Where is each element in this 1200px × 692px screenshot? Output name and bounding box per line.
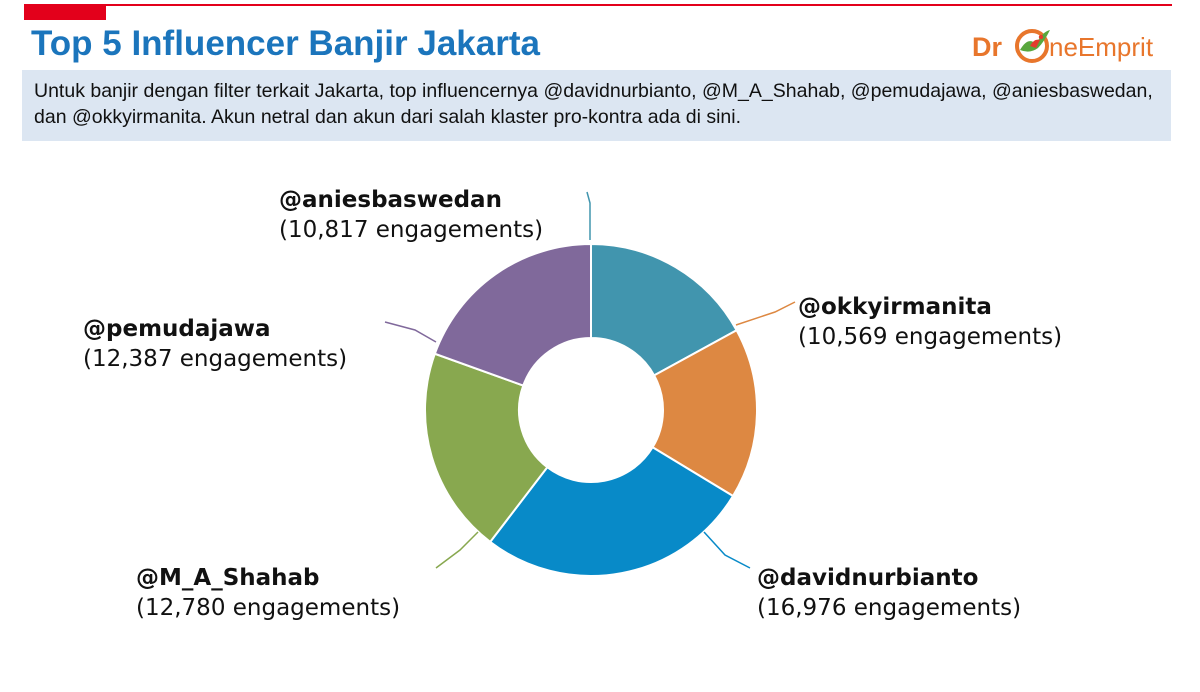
summary-text: Untuk banjir dengan filter terkait Jakar…	[22, 70, 1171, 141]
slice-label: @aniesbaswedan (10,817 engagements)	[279, 185, 543, 245]
drone-bird-icon	[1015, 29, 1050, 63]
slice-label: @M_A_Shahab (12,780 engagements)	[136, 563, 400, 623]
donut-slice-pemudajawa	[433, 242, 592, 387]
slice-label: @davidnurbianto (16,976 engagements)	[757, 563, 1021, 623]
brand-logo: Dr neEmprit	[970, 22, 1175, 68]
slice-label-name: @okkyirmanita	[798, 294, 992, 320]
donut-slice-aniesbaswedan	[590, 242, 738, 377]
leader-line	[435, 531, 479, 569]
slice-label: @pemudajawa (12,387 engagements)	[83, 314, 347, 374]
leader-line	[735, 301, 796, 326]
accent-bar	[24, 4, 106, 20]
slice-label-value: (10,569 engagements)	[798, 324, 1063, 350]
donut-slice-m-a-shahab	[424, 352, 549, 544]
slice-label-name: @davidnurbianto	[757, 565, 979, 591]
leader-line	[384, 321, 437, 343]
donut-slice-okkyirmanita	[651, 328, 758, 498]
logo-text-end: neEmprit	[1049, 32, 1154, 62]
donut-slice-davidnurbianto	[488, 445, 735, 577]
slice-label-value: (10,817 engagements)	[279, 217, 544, 243]
top-rule	[24, 4, 1172, 6]
slice-label-name: @aniesbaswedan	[279, 187, 502, 213]
leader-line	[703, 531, 751, 569]
slice-label-value: (16,976 engagements)	[757, 595, 1022, 621]
slice-label-value: (12,780 engagements)	[136, 595, 401, 621]
slice-label-value: (12,387 engagements)	[83, 346, 348, 372]
slice-label-name: @M_A_Shahab	[136, 565, 320, 591]
slice-label-name: @pemudajawa	[83, 316, 271, 342]
page-title: Top 5 Influencer Banjir Jakarta	[31, 24, 540, 63]
slice-label: @okkyirmanita (10,569 engagements)	[798, 292, 1062, 352]
logo-text-start: Dr	[972, 32, 1002, 62]
leader-line	[586, 191, 591, 240]
